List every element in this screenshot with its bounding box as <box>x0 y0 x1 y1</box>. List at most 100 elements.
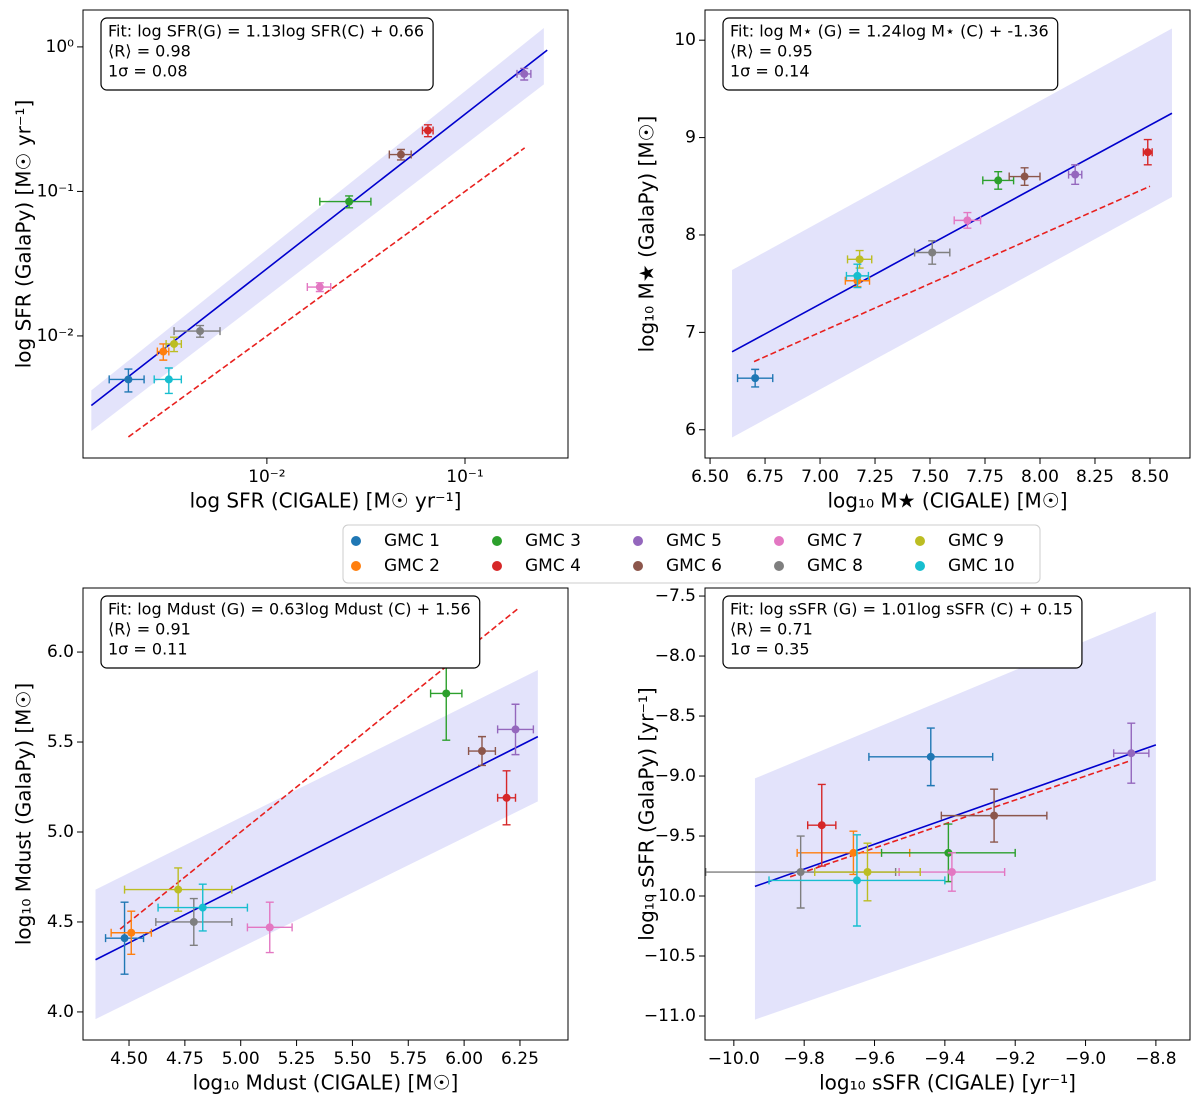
y-axis-label: log₁₀ sSFR (GalaPy) [yr⁻¹] <box>635 687 659 940</box>
annotation-text: ⟨R⟩ = 0.95 <box>730 42 813 61</box>
fit-line <box>731 112 1173 353</box>
legend-label: GMC 2 <box>384 556 440 576</box>
legend-label: GMC 4 <box>525 556 581 576</box>
legend-label: GMC 1 <box>384 531 440 551</box>
legend-marker <box>774 536 784 546</box>
scatter-point <box>947 868 956 877</box>
plot-area <box>705 611 1157 1020</box>
one-to-one-line <box>127 147 526 438</box>
x-axis-label: log₁₀ Mdust (CIGALE) [M☉] <box>193 1071 459 1095</box>
scatter-point <box>120 934 129 943</box>
scatter-point <box>1143 148 1152 157</box>
y-tick-label: 4.0 <box>47 1002 74 1022</box>
one-to-one-line <box>789 759 1132 878</box>
y-tick-label: −11.0 <box>644 1006 696 1026</box>
x-tick-label: 5.00 <box>222 1049 260 1069</box>
x-tick-label: 7.25 <box>856 467 894 487</box>
scatter-point <box>127 928 136 937</box>
x-axis-label: log SFR (CIGALE) [M☉ yr⁻¹] <box>190 489 462 513</box>
legend-label: GMC 7 <box>807 531 863 551</box>
annotation-box <box>722 17 1059 91</box>
annotation-text: ⟨R⟩ = 0.98 <box>108 42 191 61</box>
y-tick-label: −8.5 <box>655 706 696 726</box>
x-tick-label: 10⁻² <box>248 467 285 487</box>
annotation-box <box>100 17 434 91</box>
y-tick-label: 6.0 <box>47 642 74 662</box>
annotation-text: 1σ = 0.08 <box>108 62 188 81</box>
scatter-point <box>159 347 168 356</box>
x-tick-label: 7.75 <box>966 467 1004 487</box>
scatter-point <box>751 374 760 383</box>
annotation: Fit: log sSFR (G) = 1.01log sSFR (C) + 0… <box>722 595 1083 669</box>
y-axis-label: log₁₀ Mdust (GalaPy) [M☉] <box>12 683 36 945</box>
x-tick-label: 5.50 <box>333 1049 371 1069</box>
annotation: Fit: log Mdust (G) = 0.63log Mdust (C) +… <box>100 595 481 669</box>
x-tick-label: 4.50 <box>110 1049 148 1069</box>
y-tick-label: −7.5 <box>655 586 696 606</box>
scatter-point <box>196 327 205 336</box>
scatter-point <box>1020 172 1029 181</box>
annotation: Fit: log M⋆ (G) = 1.24log M⋆ (C) + -1.36… <box>722 17 1059 91</box>
scatter-point <box>345 197 354 206</box>
legend-marker <box>492 561 502 571</box>
x-axis-label: log₁₀ sSFR (CIGALE) [yr⁻¹] <box>819 1071 1076 1095</box>
legend-label: GMC 3 <box>525 531 581 551</box>
scatter-point <box>265 923 274 932</box>
x-tick-label: 7.00 <box>801 467 839 487</box>
scatter-point <box>198 903 207 912</box>
y-tick-label: 9 <box>685 128 696 148</box>
y-tick-label: −8.0 <box>655 646 696 666</box>
scatter-point <box>990 811 999 820</box>
x-tick-label: 8.00 <box>1021 467 1059 487</box>
legend-label: GMC 8 <box>807 556 863 576</box>
plot-area <box>95 608 539 1020</box>
plot-area <box>90 28 548 438</box>
annotation-text: Fit: log M⋆ (G) = 1.24log M⋆ (C) + -1.36 <box>730 22 1049 41</box>
plot-area <box>731 28 1173 438</box>
y-tick-label: 5.0 <box>47 822 74 842</box>
scatter-point <box>170 339 179 348</box>
annotation-text: 1σ = 0.11 <box>108 640 188 659</box>
x-tick-label: −9.2 <box>995 1049 1036 1069</box>
scatter-point <box>396 150 405 159</box>
scatter-point <box>853 271 862 280</box>
scatter-point <box>423 126 432 135</box>
scatter-point <box>164 375 173 384</box>
annotation-text: ⟨R⟩ = 0.91 <box>108 620 191 639</box>
y-axis-label: log SFR (GalaPy) [M☉ yr⁻¹] <box>12 100 36 369</box>
scatter-point <box>963 216 972 225</box>
scatter-point <box>926 752 935 761</box>
y-tick-label: 7 <box>685 322 696 342</box>
scatter-point <box>994 176 1003 185</box>
x-tick-label: 4.75 <box>166 1049 204 1069</box>
one-to-one-line <box>753 185 1151 363</box>
annotation: Fit: log SFR(G) = 1.13log SFR(C) + 0.66⟨… <box>100 17 434 91</box>
scatter-point <box>928 248 937 257</box>
x-tick-label: 7.50 <box>911 467 949 487</box>
y-axis-label: log₁₀ M★ (GalaPy) [M☉] <box>635 116 659 353</box>
scatter-point <box>855 255 864 264</box>
scatter-point <box>511 725 520 734</box>
legend-marker <box>633 536 643 546</box>
axes-frame <box>704 9 1191 459</box>
y-tick-label: 4.5 <box>47 912 74 932</box>
fit-line <box>90 49 548 407</box>
scatter-point <box>520 69 529 78</box>
x-tick-label: −9.8 <box>784 1049 825 1069</box>
axes-frame <box>82 9 569 459</box>
x-tick-label: 6.50 <box>691 467 729 487</box>
annotation-text: Fit: log Mdust (G) = 0.63log Mdust (C) +… <box>108 600 471 619</box>
x-tick-label: −8.8 <box>1135 1049 1176 1069</box>
legend-label: GMC 9 <box>948 531 1004 551</box>
scatter-point <box>1127 749 1136 758</box>
scatter-point <box>315 283 324 292</box>
scatter-point <box>477 747 486 756</box>
x-axis-label: log₁₀ M★ (CIGALE) [M☉] <box>828 489 1068 513</box>
y-tick-label: 6 <box>685 420 696 440</box>
legend-box <box>342 524 1041 584</box>
x-tick-label: 6.00 <box>445 1049 483 1069</box>
y-tick-label: −10.5 <box>644 946 696 966</box>
y-tick-label: 10⁻¹ <box>37 181 74 201</box>
scatter-point <box>852 876 861 885</box>
